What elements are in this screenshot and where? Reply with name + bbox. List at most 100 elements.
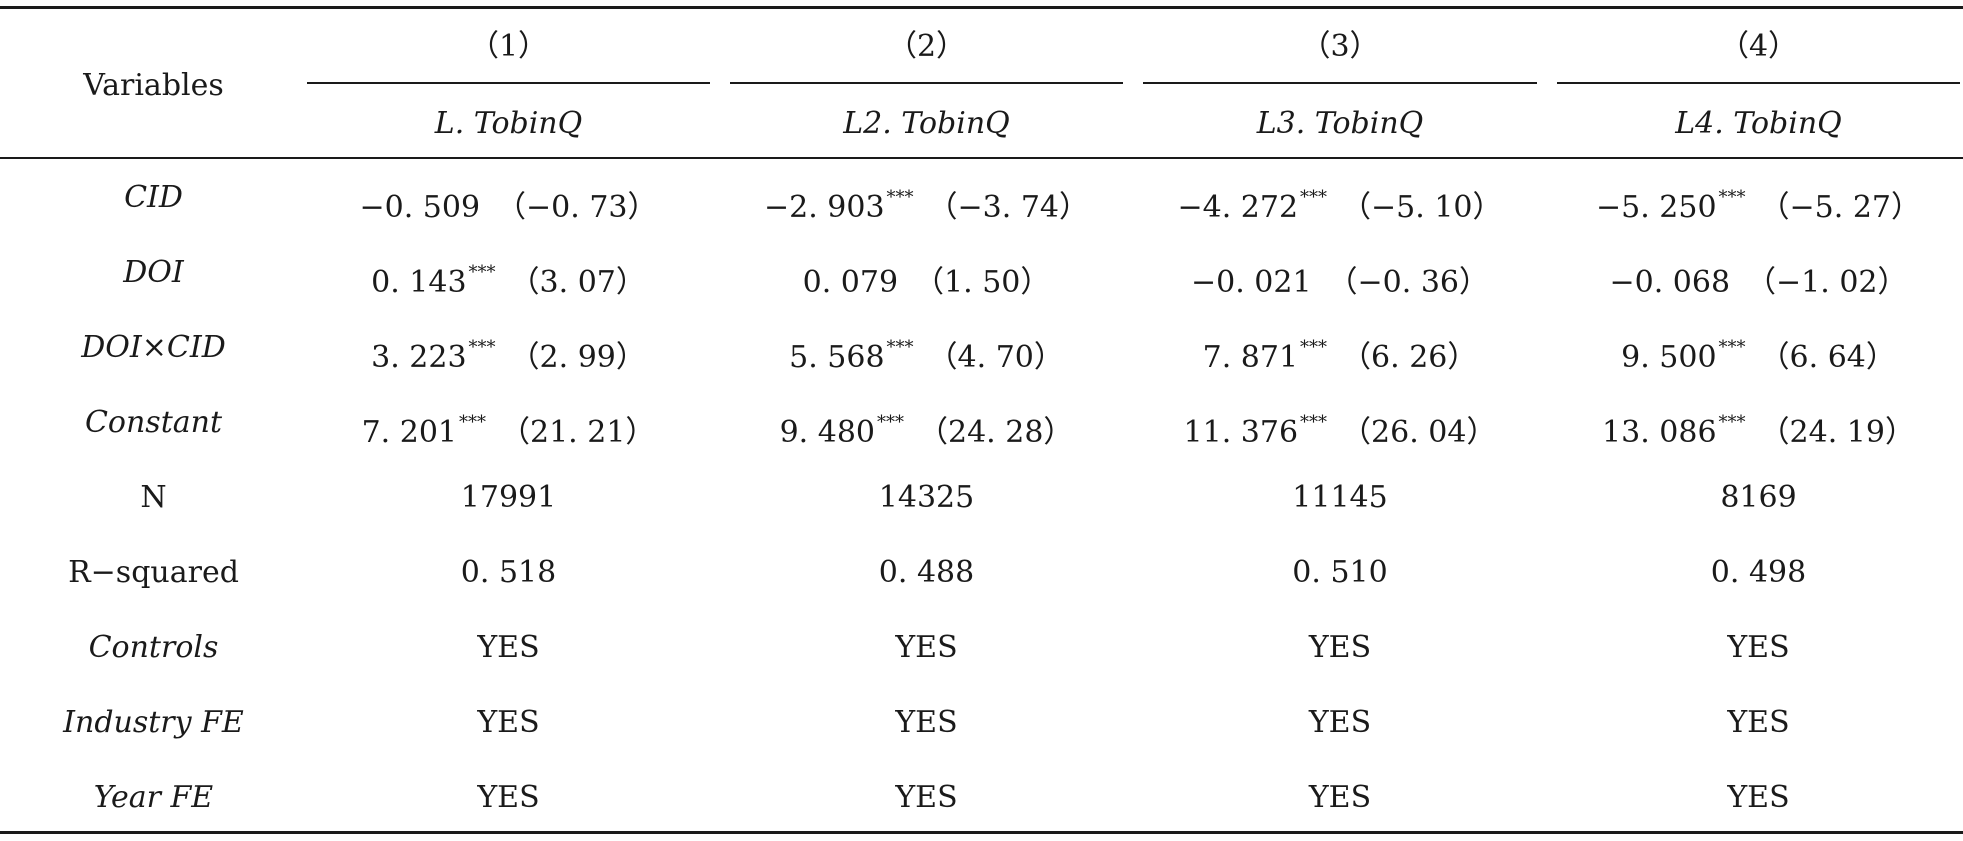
coef-cell: 7. 871 *** （6. 26） bbox=[1143, 328, 1537, 378]
stat-value: 0. 518 bbox=[460, 555, 557, 590]
coef-cell: 7. 201 *** （21. 21） bbox=[307, 403, 710, 453]
coef-cell: 5. 568 *** （4. 70） bbox=[730, 328, 1123, 378]
coef-cell: 13. 086 *** （24. 19） bbox=[1557, 403, 1960, 453]
stat-value: 0. 498 bbox=[1710, 555, 1807, 590]
coef-cell: −0. 021 （−0. 36） bbox=[1143, 253, 1537, 303]
row-label: Controls bbox=[88, 630, 219, 665]
t-stat: （6. 64） bbox=[1759, 340, 1896, 375]
coef-value: −5. 250 bbox=[1595, 190, 1717, 225]
stat-value: 0. 488 bbox=[878, 555, 975, 590]
coef-value: 7. 871 bbox=[1202, 340, 1299, 375]
coef-cell: 3. 223 *** （2. 99） bbox=[307, 328, 710, 378]
column-4-number: （4） bbox=[1718, 29, 1799, 64]
control-value: YES bbox=[1727, 780, 1790, 815]
row-label: Year FE bbox=[93, 780, 214, 815]
coef-value: −4. 272 bbox=[1177, 190, 1299, 225]
row-label: Constant bbox=[84, 405, 223, 440]
control-value: YES bbox=[477, 630, 540, 665]
column-4-subrule bbox=[1557, 82, 1960, 84]
stat-value: 0. 510 bbox=[1292, 555, 1388, 590]
row-label: DOI bbox=[123, 255, 184, 290]
coef-cell: −0. 509 （−0. 73） bbox=[307, 178, 710, 228]
column-2-dependent: L2. TobinQ bbox=[843, 106, 1010, 141]
coef-cell: 9. 480 *** （24. 28） bbox=[730, 403, 1123, 453]
control-value: YES bbox=[477, 705, 540, 740]
significance-stars: *** bbox=[1300, 337, 1328, 358]
stat-value: 11145 bbox=[1292, 480, 1388, 515]
coef-value: −0. 068 bbox=[1609, 265, 1731, 300]
control-value: YES bbox=[895, 705, 958, 740]
control-value: YES bbox=[895, 780, 958, 815]
stat-value: 17991 bbox=[460, 480, 557, 515]
coef-value: −0. 021 bbox=[1190, 265, 1312, 300]
stat-value: 14325 bbox=[878, 480, 975, 515]
t-stat: （−3. 74） bbox=[927, 190, 1090, 225]
significance-stars: *** bbox=[886, 187, 914, 208]
t-stat: （24. 19） bbox=[1759, 415, 1915, 450]
control-value: YES bbox=[1308, 780, 1372, 815]
control-value: YES bbox=[1727, 705, 1790, 740]
coef-value: 9. 480 bbox=[779, 415, 875, 450]
significance-stars: *** bbox=[886, 337, 914, 358]
coef-value: −2. 903 bbox=[763, 190, 885, 225]
significance-stars: *** bbox=[459, 412, 486, 433]
coef-value: 7. 201 bbox=[361, 415, 457, 450]
coef-cell: 0. 143 *** （3. 07） bbox=[307, 253, 710, 303]
significance-stars: *** bbox=[1718, 412, 1746, 433]
control-value: YES bbox=[1308, 630, 1372, 665]
t-stat: （−5. 27） bbox=[1759, 190, 1922, 225]
coef-value: 0. 143 bbox=[371, 265, 467, 300]
column-4-dependent: L4. TobinQ bbox=[1675, 106, 1842, 141]
column-1-subrule bbox=[307, 82, 710, 84]
significance-stars: *** bbox=[468, 337, 496, 358]
coef-value: 13. 086 bbox=[1602, 415, 1717, 450]
coef-cell: −5. 250 *** （−5. 27） bbox=[1557, 178, 1960, 228]
significance-stars: *** bbox=[1300, 412, 1328, 433]
coef-value: 3. 223 bbox=[371, 340, 467, 375]
coef-cell: 0. 079 （1. 50） bbox=[730, 253, 1123, 303]
row-label: N bbox=[140, 480, 167, 515]
t-stat: （26. 04） bbox=[1341, 415, 1497, 450]
t-stat: （3. 07） bbox=[509, 265, 646, 300]
t-stat: （−0. 36） bbox=[1327, 265, 1490, 300]
row-label: Industry FE bbox=[63, 705, 244, 740]
control-value: YES bbox=[895, 630, 958, 665]
coef-value: 0. 079 bbox=[802, 265, 899, 300]
significance-stars: *** bbox=[468, 262, 496, 283]
coef-value: 11. 376 bbox=[1183, 415, 1299, 450]
t-stat: （−1. 02） bbox=[1746, 265, 1908, 300]
significance-stars: *** bbox=[1718, 337, 1746, 358]
t-stat: （2. 99） bbox=[509, 340, 646, 375]
control-value: YES bbox=[1727, 630, 1790, 665]
column-1-dependent: L. TobinQ bbox=[434, 106, 583, 141]
coef-value: 9. 500 bbox=[1621, 340, 1717, 375]
column-2-subrule bbox=[730, 82, 1123, 84]
column-1-number: （1） bbox=[468, 29, 549, 64]
t-stat: （−5. 10） bbox=[1341, 190, 1503, 225]
header-rule bbox=[0, 157, 1963, 159]
row-label: R−squared bbox=[68, 555, 239, 590]
coef-cell: −0. 068 （−1. 02） bbox=[1557, 253, 1960, 303]
stat-value: 8169 bbox=[1720, 480, 1797, 515]
coef-value: −0. 509 bbox=[359, 190, 481, 225]
column-3-subrule bbox=[1143, 82, 1537, 84]
variables-header: Variables bbox=[83, 68, 224, 103]
t-stat: （24. 28） bbox=[918, 415, 1074, 450]
column-2-number: （2） bbox=[886, 29, 967, 64]
significance-stars: *** bbox=[1300, 187, 1328, 208]
coef-cell: −4. 272 *** （−5. 10） bbox=[1143, 178, 1537, 228]
row-label: CID bbox=[124, 180, 183, 215]
coef-cell: 9. 500 *** （6. 64） bbox=[1557, 328, 1960, 378]
t-stat: （4. 70） bbox=[927, 340, 1064, 375]
significance-stars: *** bbox=[1718, 187, 1746, 208]
control-value: YES bbox=[1308, 705, 1372, 740]
row-label: DOI×CID bbox=[81, 330, 226, 365]
significance-stars: *** bbox=[877, 412, 904, 433]
top-rule bbox=[0, 6, 1963, 9]
coef-value: 5. 568 bbox=[789, 340, 885, 375]
coef-cell: 11. 376 *** （26. 04） bbox=[1143, 403, 1537, 453]
control-value: YES bbox=[477, 780, 540, 815]
bottom-rule bbox=[0, 831, 1963, 834]
t-stat: （6. 26） bbox=[1341, 340, 1478, 375]
t-stat: （−0. 73） bbox=[496, 190, 658, 225]
